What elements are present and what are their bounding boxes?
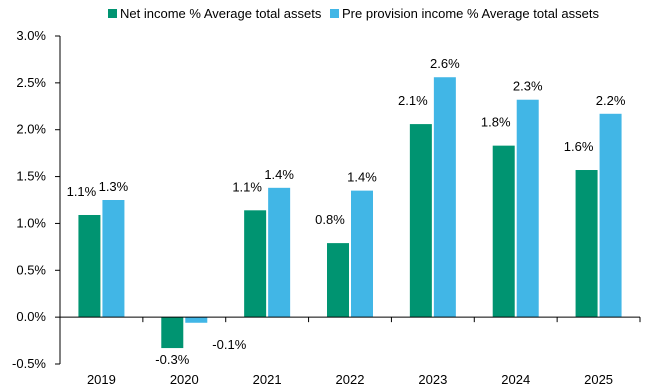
bar-net-income-2024 <box>492 145 515 318</box>
bar-pre-provision-2025 <box>599 113 622 318</box>
y-tick-label: -0.5% <box>12 356 46 371</box>
x-tick-label: 2020 <box>170 372 199 387</box>
y-tick-label: 0.0% <box>16 309 46 324</box>
legend-swatch <box>108 9 117 18</box>
legend-label: Net income % Average total assets <box>120 6 322 21</box>
bar-net-income-2021 <box>244 210 267 318</box>
bar-pre-provision-2019 <box>102 200 125 318</box>
y-tick-label: 2.0% <box>16 122 46 137</box>
bar-pre-provision-2021 <box>268 187 291 318</box>
y-tick-label: 0.5% <box>16 262 46 277</box>
data-labels: 1.1% 1.3%-0.3%-0.1%1.1%1.4%0.8%1.4%2.1%2.… <box>67 56 626 367</box>
x-tick-label: 2019 <box>87 372 116 387</box>
y-tick-label: 2.5% <box>16 75 46 90</box>
bar-net-income-2020 <box>161 317 184 349</box>
x-tick-label: 2024 <box>501 372 530 387</box>
data-label: 0.8% <box>315 212 345 227</box>
x-tick-label: 2025 <box>584 372 613 387</box>
data-label: 2.6% <box>430 56 460 71</box>
data-label: 2.1% <box>398 93 428 108</box>
data-label: -0.1% <box>212 337 246 352</box>
y-axis: -0.5% 0.0% 0.5% 1.0% 1.5% 2.0% 2.5% 3.0% <box>12 28 61 371</box>
bar-net-income-2019 <box>78 214 101 318</box>
bar-net-income-2022 <box>327 243 349 318</box>
y-tick-label: 1.0% <box>16 215 46 230</box>
legend-swatch <box>330 9 339 18</box>
bar-pre-provision-2020 <box>185 317 208 323</box>
x-tick-label: 2022 <box>336 372 365 387</box>
bar-net-income-2023 <box>409 124 432 318</box>
x-axis: 2019 2020 2021 2022 2023 2024 2025 <box>59 316 641 387</box>
bar-pre-provision-2024 <box>516 99 539 318</box>
data-label: 2.3% <box>513 79 543 94</box>
x-tick-label: 2021 <box>253 372 282 387</box>
x-tick-label: 2023 <box>418 372 447 387</box>
bar-pre-provision-2023 <box>433 77 456 318</box>
data-label: 1.1% <box>232 179 262 194</box>
data-label: 1.6% <box>564 139 594 154</box>
data-label: 1.3% <box>99 179 129 194</box>
data-label: -0.3% <box>155 352 189 367</box>
data-label: 1.1% <box>67 184 97 199</box>
bar-pre-provision-2022 <box>351 190 373 318</box>
data-label: 2.2% <box>596 93 626 108</box>
data-label: 1.8% <box>481 115 511 130</box>
y-tick-label: 3.0% <box>16 28 46 43</box>
chart-legend: Net income % Average total assets Pre pro… <box>108 6 600 21</box>
bar-net-income-2025 <box>575 170 598 318</box>
data-label: 1.4% <box>347 170 377 185</box>
y-tick-label: 1.5% <box>16 169 46 184</box>
legend-label: Pre provision income % Average total ass… <box>342 6 600 21</box>
bars <box>78 77 622 349</box>
data-label: 1.4% <box>264 167 294 182</box>
